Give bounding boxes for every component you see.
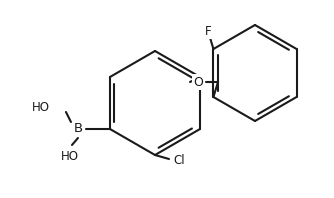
Text: HO: HO — [32, 101, 50, 113]
Text: O: O — [193, 75, 203, 89]
Text: B: B — [73, 123, 82, 135]
Text: F: F — [205, 25, 212, 37]
Text: Cl: Cl — [173, 153, 185, 167]
Text: HO: HO — [61, 150, 79, 164]
